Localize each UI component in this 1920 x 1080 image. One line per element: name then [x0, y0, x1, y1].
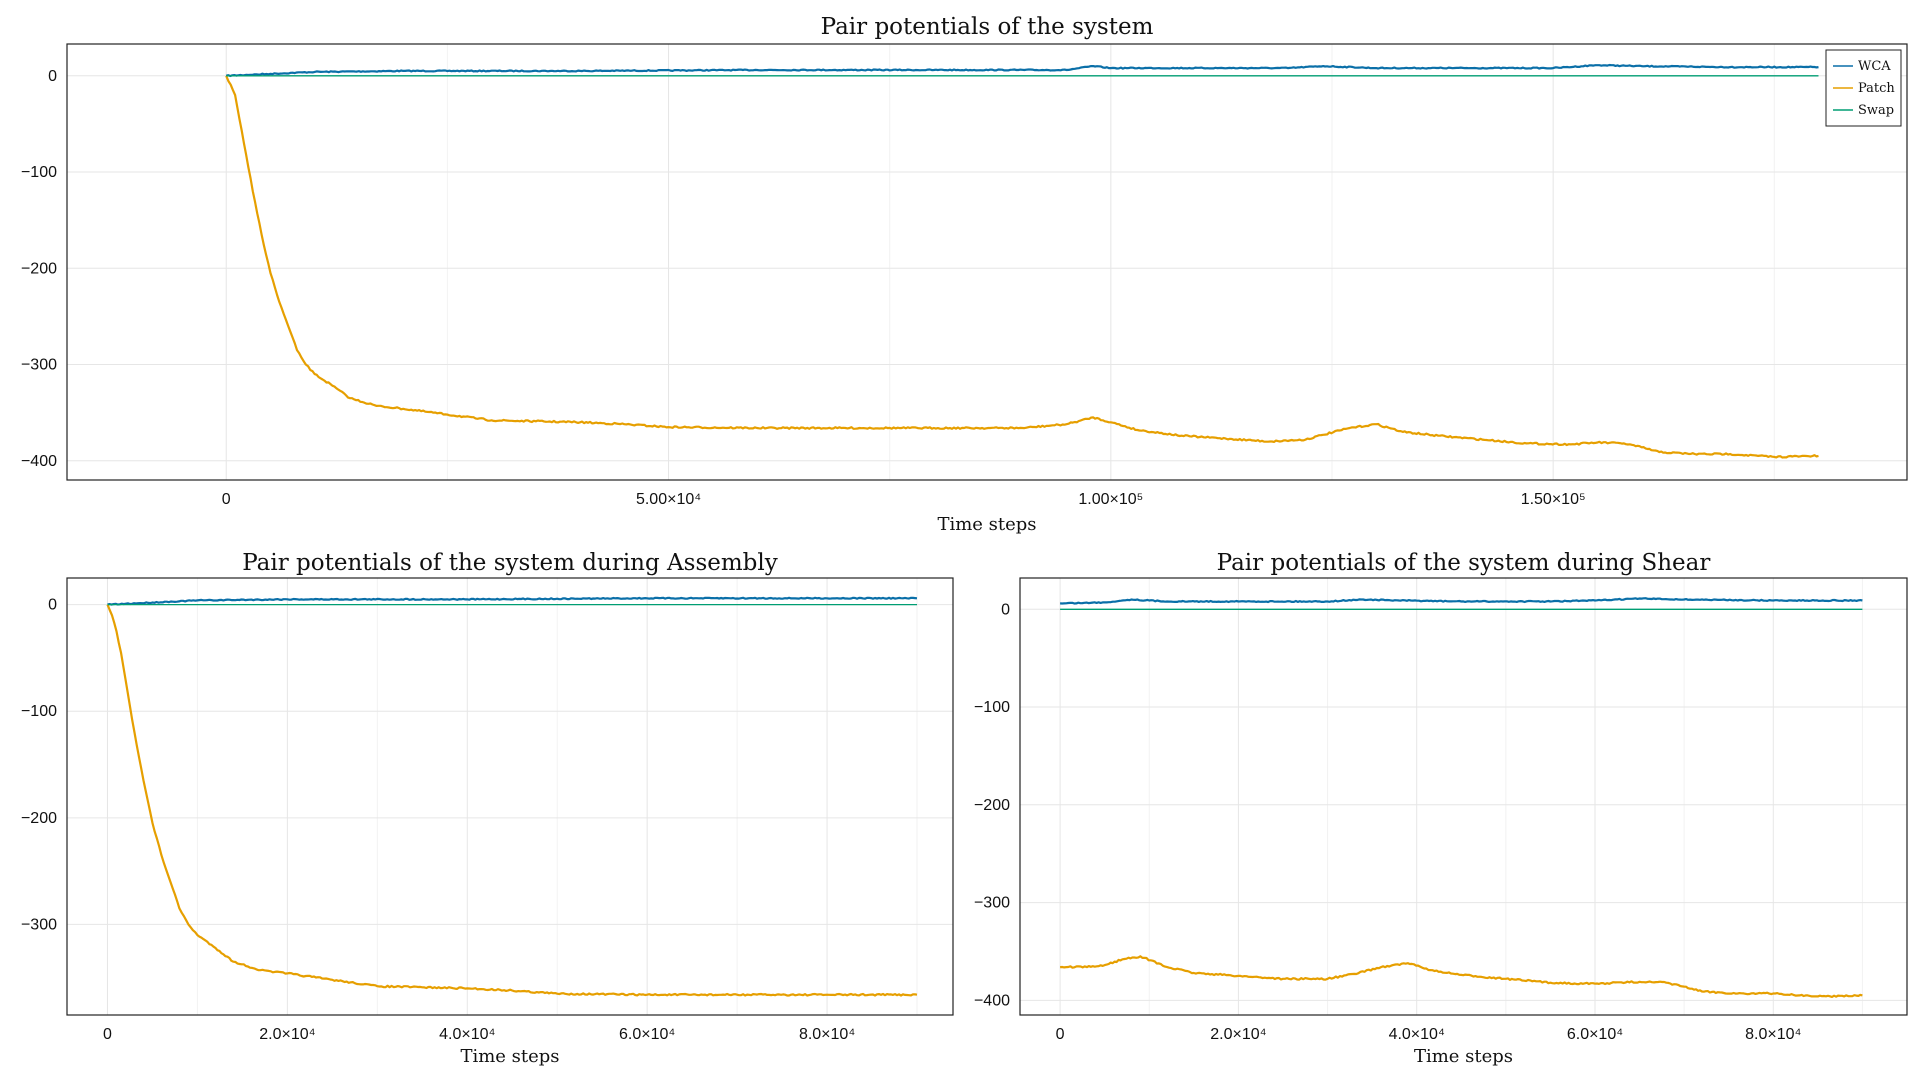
x-tick-label: 0 [103, 1026, 112, 1043]
y-tick-label: −200 [21, 260, 57, 277]
x-tick-label: 6.0×10⁴ [1567, 1026, 1623, 1043]
chart-title: Pair potentials of the system [821, 14, 1154, 40]
x-tick-label: 8.0×10⁴ [1745, 1026, 1801, 1043]
chart-shear: 0 2.0×10⁴ 4.0×10⁴ 6.0×10⁴ 8.0×10⁴ 0 −100 −200 −3… [974, 550, 1908, 1067]
x-axis-label: Time steps [1414, 1046, 1513, 1067]
x-tick-label: 5.00×10⁴ [636, 491, 701, 508]
y-tick-label: −300 [974, 895, 1010, 912]
x-tick-label: 0 [1056, 1026, 1065, 1043]
y-tick-label: −200 [974, 797, 1010, 814]
series-line-wca [225, 63, 1819, 78]
y-tick-label: −100 [21, 164, 57, 181]
x-tick-label: 1.00×10⁵ [1078, 491, 1143, 508]
chart-top: 0 5.00×10⁴ 1.00×10⁵ 1.50×10⁵ 0 −100 −200 −300 −4… [21, 14, 1908, 535]
y-tick-label: −300 [21, 357, 57, 374]
y-tick-label: 0 [48, 597, 57, 614]
chart-title: Pair potentials of the system during She… [1217, 550, 1711, 576]
y-tick-label: 0 [48, 68, 57, 85]
x-tick-label: 0 [222, 491, 231, 508]
x-tick-label: 2.0×10⁴ [259, 1026, 315, 1043]
series-line-wca [107, 596, 918, 606]
chart-assembly: 0 2.0×10⁴ 4.0×10⁴ 6.0×10⁴ 8.0×10⁴ 0 −100 −200 −3… [21, 550, 954, 1067]
y-tick-label: −200 [21, 810, 57, 827]
series-line-wca [1060, 597, 1863, 605]
x-tick-label: 8.0×10⁴ [799, 1026, 855, 1043]
series-line-patch [225, 75, 1819, 459]
x-tick-label: 1.50×10⁵ [1521, 491, 1586, 508]
x-tick-label: 4.0×10⁴ [1389, 1026, 1445, 1043]
x-axis-label: Time steps [460, 1046, 559, 1067]
y-tick-label: −100 [21, 703, 57, 720]
y-tick-label: −400 [21, 453, 57, 470]
y-tick-label: −400 [974, 992, 1010, 1009]
series-line-patch [106, 604, 918, 997]
y-tick-label: −300 [21, 916, 57, 933]
series-line-patch [1060, 955, 1863, 998]
plot-frame [66, 43, 1908, 481]
plot-frame [66, 577, 954, 1016]
y-tick-label: 0 [1001, 601, 1010, 618]
plot-frame [1019, 577, 1908, 1016]
legend: WCA Patch Swap [1825, 49, 1902, 127]
y-tick-label: −100 [974, 699, 1010, 716]
x-axis-label: Time steps [937, 514, 1036, 535]
legend-label-swap: Swap [1858, 103, 1894, 118]
legend-label-wca: WCA [1858, 59, 1891, 74]
x-tick-label: 6.0×10⁴ [619, 1026, 675, 1043]
chart-title: Pair potentials of the system during Ass… [242, 550, 778, 576]
x-tick-label: 2.0×10⁴ [1210, 1026, 1266, 1043]
legend-label-patch: Patch [1858, 81, 1895, 96]
x-tick-label: 4.0×10⁴ [439, 1026, 495, 1043]
